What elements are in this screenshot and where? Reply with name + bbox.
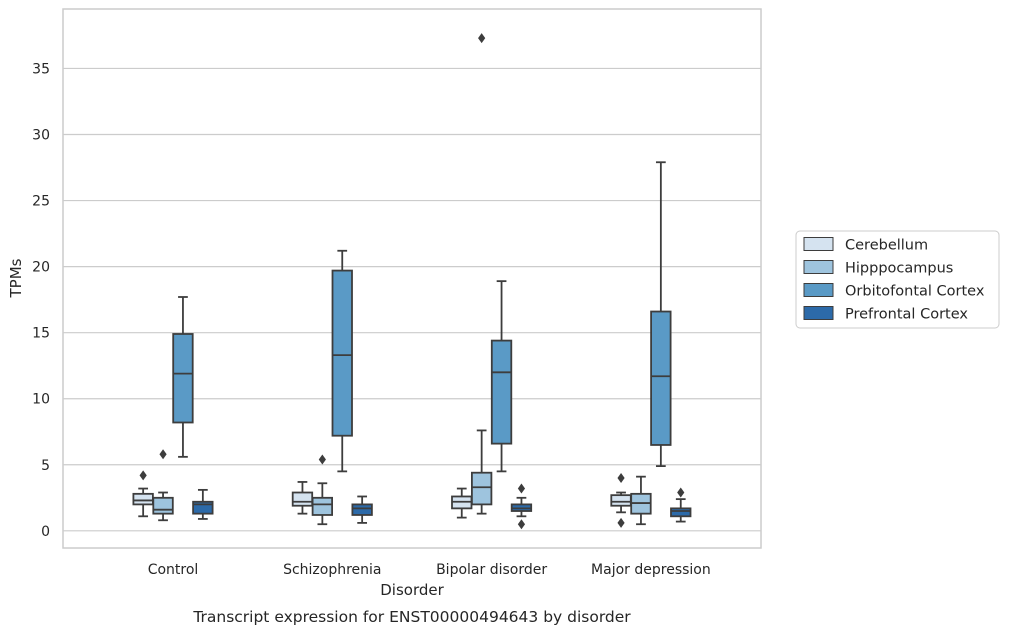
outlier-point [617,472,625,483]
x-tick-label: Schizophrenia [283,562,381,578]
outlier-point [617,517,625,528]
legend-label: Hipppocampus [845,261,953,277]
box-iqr [132,492,154,506]
box-iqr [311,496,334,516]
y-tick-label: 30 [32,128,50,144]
y-tick-label: 10 [32,392,50,408]
outlier-point [517,519,526,530]
outlier-point [517,483,526,494]
box-iqr [610,494,632,507]
box-iqr [291,491,314,507]
box-iqr [490,339,513,445]
outlier-point [159,449,167,460]
box-group [132,296,214,522]
y-tick-label: 0 [41,524,50,540]
box-group [610,161,692,528]
x-tick-label: Control [148,562,199,578]
box-iqr [331,269,353,437]
x-tick-labels: Control Schizophrenia Bipolar disorder Majo… [148,562,711,578]
outlier-point [139,470,147,481]
y-tick-label: 25 [32,194,50,210]
box-iqr [470,471,493,506]
outlier-point [677,487,685,498]
legend-swatch [803,237,834,251]
box-groups [132,33,692,530]
legend-swatch [803,260,834,274]
grid-lines [63,67,761,532]
box-iqr [670,507,692,518]
plot-frame [62,8,762,549]
legend-swatch [803,283,834,297]
chart-caption: Transcript expression for ENST0000049464… [192,608,631,626]
box-iqr [650,310,672,446]
legend-swatch [803,306,834,320]
y-tick-label: 5 [41,458,50,474]
y-tick-label: 35 [32,61,50,77]
box-iqr [351,503,373,516]
legend-label: Prefrontal Cortex [845,307,968,323]
legend-frame [795,230,1000,329]
y-tick-label: 15 [32,326,50,342]
box-iqr [152,496,174,515]
x-axis-label: Disorder [380,581,444,599]
legend-label: Cerebellum [845,238,928,254]
box-iqr [172,333,194,424]
y-axis-label: TPMs [7,258,25,298]
y-tick-label: 20 [32,260,50,276]
legend-label: Orbitofontal Cortex [845,284,985,300]
outlier-point [318,454,326,465]
y-tick-labels: 0 5 10 15 20 25 30 35 [32,61,50,539]
outlier-point [478,33,486,44]
box-group [451,33,533,530]
x-tick-label: Bipolar disorder [436,562,547,578]
box-group [291,249,373,526]
legend: Cerebellum Hipppocampus Orbitofontal Corte… [795,230,1000,329]
x-tick-label: Major depression [591,562,711,578]
box-iqr [192,500,214,515]
